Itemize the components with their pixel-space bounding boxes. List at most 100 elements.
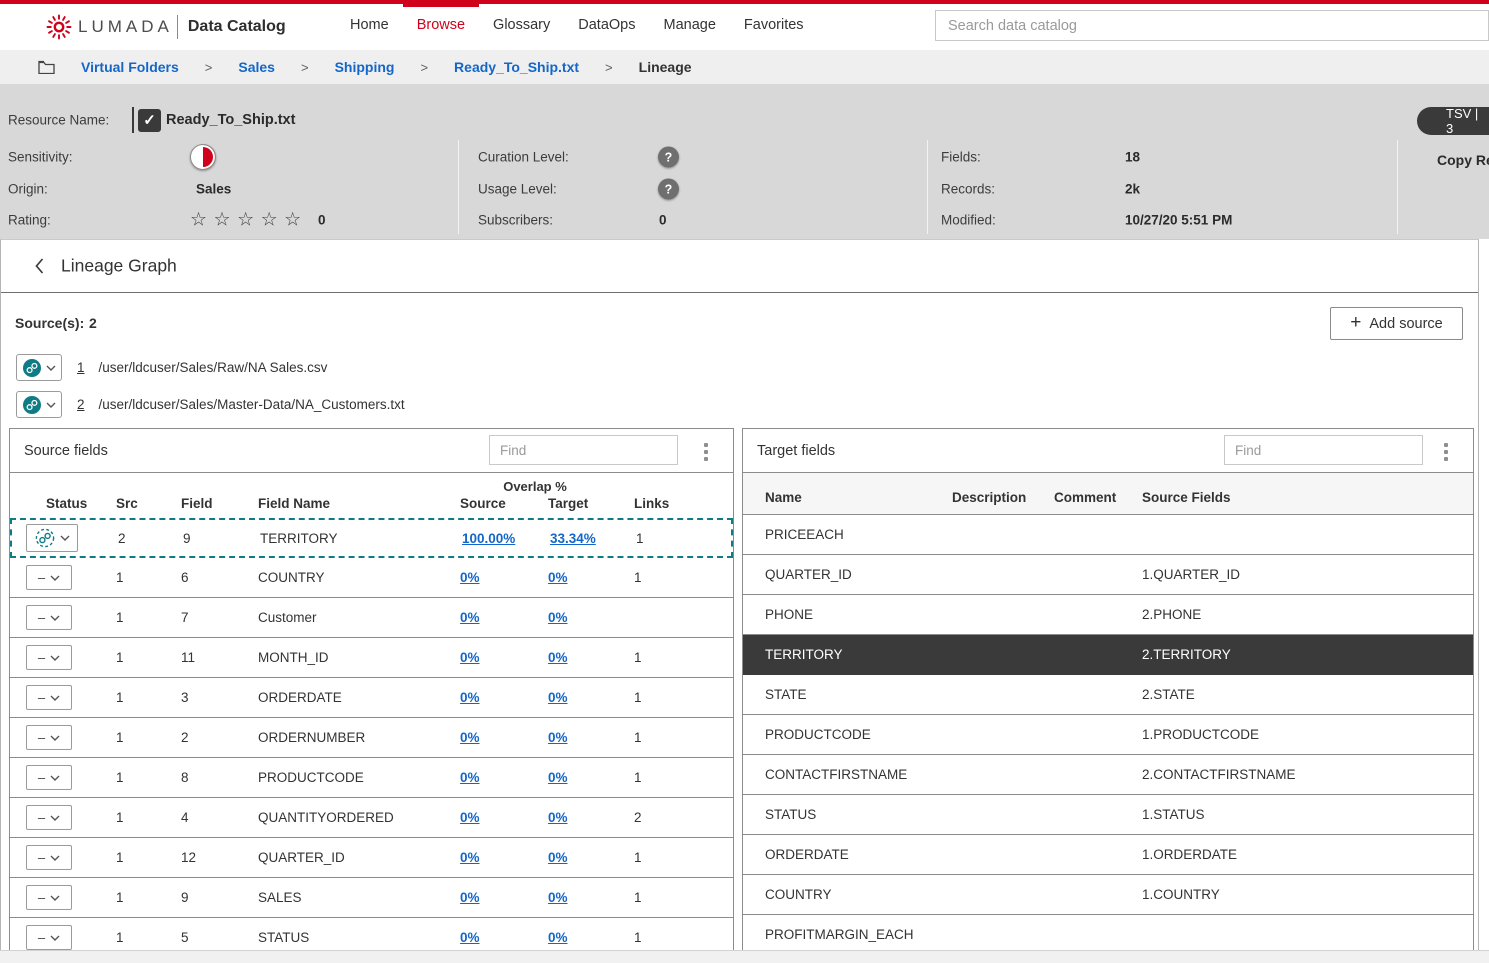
breadcrumb-shipping[interactable]: Shipping [334, 59, 395, 75]
source-field-row[interactable]: – 1 6 COUNTRY 0% 0% 1 [10, 558, 733, 598]
brand-logo[interactable]: LUMADA Data Catalog [46, 4, 286, 50]
source-fields-cell: 1.QUARTER_ID [1142, 567, 1241, 582]
nav-item-glossary[interactable]: Glossary [493, 17, 551, 33]
field-name-cell: Customer [258, 610, 317, 625]
source-field-row[interactable]: – 1 5 STATUS 0% 0% 1 [10, 918, 733, 950]
source-field-row[interactable]: 2 9 TERRITORY 100.00% 33.34% 1 [10, 518, 733, 558]
status-unset-dash-icon: – [37, 650, 46, 665]
field-status-dropdown[interactable]: – [26, 685, 72, 710]
more-options-icon[interactable] [700, 439, 712, 465]
overlap-source-link[interactable]: 100.00% [462, 530, 516, 546]
field-status-dropdown[interactable]: – [26, 925, 72, 950]
nav-item-browse[interactable]: Browse [402, 0, 480, 50]
breadcrumb-current-lineage: Lineage [638, 59, 692, 75]
src-cell: 1 [116, 570, 124, 585]
rating-label: Rating: [8, 212, 51, 228]
target-field-row[interactable]: PRODUCTCODE 1.PRODUCTCODE [743, 715, 1473, 755]
source-type-dropdown[interactable] [16, 391, 62, 418]
source-field-row[interactable]: – 1 9 SALES 0% 0% 1 [10, 878, 733, 918]
overlap-source-link[interactable]: 0% [460, 610, 480, 625]
more-options-icon[interactable] [1440, 439, 1452, 465]
target-field-row[interactable]: ORDERDATE 1.ORDERDATE [743, 835, 1473, 875]
field-cell: 7 [181, 610, 189, 625]
breadcrumb-sales[interactable]: Sales [238, 59, 275, 75]
field-name-cell: ORDERNUMBER [258, 730, 366, 745]
overlap-target-link[interactable]: 0% [548, 850, 568, 865]
field-status-dropdown[interactable]: – [26, 645, 72, 670]
source-field-row[interactable]: – 1 3 ORDERDATE 0% 0% 1 [10, 678, 733, 718]
divider [1397, 140, 1398, 234]
overlap-target-link[interactable]: 0% [548, 770, 568, 785]
name-cell: CONTACTFIRSTNAME [765, 767, 908, 782]
breadcrumb-virtual-folders[interactable]: Virtual Folders [81, 59, 179, 75]
field-status-dropdown[interactable]: – [26, 805, 72, 830]
field-status-dropdown[interactable]: – [26, 765, 72, 790]
field-cell: 4 [181, 810, 189, 825]
overlap-source-link[interactable]: 0% [460, 650, 480, 665]
source-field-row[interactable]: – 1 2 ORDERNUMBER 0% 0% 1 [10, 718, 733, 758]
back-icon[interactable] [35, 258, 44, 274]
target-field-row[interactable]: STATUS 1.STATUS [743, 795, 1473, 835]
target-field-row[interactable]: TERRITORY 2.TERRITORY [743, 635, 1473, 675]
target-field-row[interactable]: PHONE 2.PHONE [743, 595, 1473, 635]
target-field-row[interactable]: COUNTRY 1.COUNTRY [743, 875, 1473, 915]
field-status-dropdown[interactable]: – [26, 885, 72, 910]
overlap-target-link[interactable]: 0% [548, 690, 568, 705]
nav-item-favorites[interactable]: Favorites [743, 17, 804, 33]
links-cell: 1 [634, 690, 642, 705]
overlap-target-link[interactable]: 0% [548, 650, 568, 665]
overlap-target-link[interactable]: 0% [548, 610, 568, 625]
overlap-source-link[interactable]: 0% [460, 930, 480, 945]
rating-stars[interactable]: ☆☆☆☆☆ [190, 209, 308, 231]
overlap-target-link[interactable]: 0% [548, 730, 568, 745]
overlap-target-link[interactable]: 0% [548, 890, 568, 905]
overlap-target-link[interactable]: 33.34% [550, 530, 596, 546]
source-number-link[interactable]: 1 [77, 360, 85, 375]
source-find-input[interactable] [489, 435, 678, 465]
overlap-source-link[interactable]: 0% [460, 850, 480, 865]
search-input[interactable] [935, 10, 1489, 41]
links-cell: 2 [634, 810, 642, 825]
source-fields-cell: 2.TERRITORY [1142, 647, 1231, 662]
nav-item-home[interactable]: Home [350, 17, 389, 33]
field-status-dropdown[interactable]: – [26, 605, 72, 630]
overlap-source-link[interactable]: 0% [460, 810, 480, 825]
target-field-row[interactable]: PROFITMARGIN_EACH [743, 915, 1473, 950]
overlap-header: Overlap % [503, 479, 567, 494]
source-field-row[interactable]: – 1 4 QUANTITYORDERED 0% 0% 2 [10, 798, 733, 838]
target-field-row[interactable]: QUARTER_ID 1.QUARTER_ID [743, 555, 1473, 595]
breadcrumb-resource[interactable]: Ready_To_Ship.txt [454, 59, 580, 75]
curation-question-icon[interactable]: ? [658, 146, 679, 168]
nav-item-manage[interactable]: Manage [663, 17, 716, 33]
nav-item-dataops[interactable]: DataOps [578, 17, 636, 33]
source-field-row[interactable]: – 1 7 Customer 0% 0% [10, 598, 733, 638]
field-status-dropdown[interactable]: – [26, 725, 72, 750]
source-number-link[interactable]: 2 [77, 397, 85, 412]
overlap-source-link[interactable]: 0% [460, 890, 480, 905]
field-status-dropdown[interactable]: – [26, 845, 72, 870]
add-source-button[interactable]: + Add source [1330, 307, 1463, 340]
overlap-source-link[interactable]: 0% [460, 730, 480, 745]
overlap-target-link[interactable]: 0% [548, 570, 568, 585]
source-field-row[interactable]: – 1 11 MONTH_ID 0% 0% 1 [10, 638, 733, 678]
field-status-dropdown[interactable]: – [26, 565, 72, 590]
target-find-input[interactable] [1224, 435, 1423, 465]
source-type-dropdown[interactable] [16, 354, 62, 381]
target-field-row[interactable]: CONTACTFIRSTNAME 2.CONTACTFIRSTNAME [743, 755, 1473, 795]
source-field-row[interactable]: – 1 12 QUARTER_ID 0% 0% 1 [10, 838, 733, 878]
overlap-target-link[interactable]: 0% [548, 930, 568, 945]
breadcrumb-separator-icon: > [605, 59, 613, 75]
overlap-source-link[interactable]: 0% [460, 570, 480, 585]
copy-resource-button[interactable]: Copy Re [1437, 152, 1489, 168]
horizontal-scrollbar[interactable] [0, 950, 1489, 963]
field-status-dropdown[interactable] [26, 524, 78, 552]
target-field-row[interactable]: STATE 2.STATE [743, 675, 1473, 715]
source-field-row[interactable]: – 1 8 PRODUCTCODE 0% 0% 1 [10, 758, 733, 798]
overlap-target-link[interactable]: 0% [548, 810, 568, 825]
target-field-row[interactable]: PRICEEACH [743, 515, 1473, 555]
sensitivity-icon[interactable] [190, 144, 216, 170]
overlap-source-link[interactable]: 0% [460, 770, 480, 785]
usage-question-icon[interactable]: ? [658, 178, 679, 200]
resource-name-label: Resource Name: [8, 112, 110, 128]
overlap-source-link[interactable]: 0% [460, 690, 480, 705]
